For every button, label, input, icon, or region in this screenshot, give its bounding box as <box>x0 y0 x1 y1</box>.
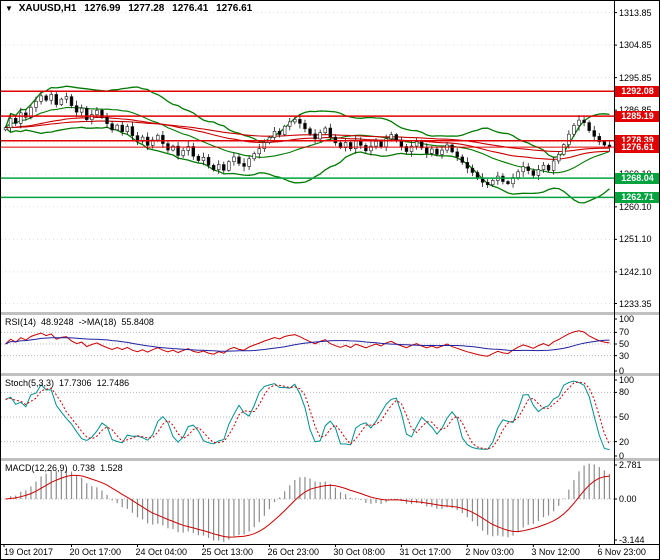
macd-title: MACD(12,26,9) <box>5 463 68 473</box>
moving-averages <box>5 116 610 160</box>
price-axis-tick: 1251.10 <box>619 234 652 245</box>
stoch-axis-tick: 80 <box>619 387 630 398</box>
bollinger-lower-band <box>5 126 610 204</box>
stoch-title: Stoch(5,3,3) <box>5 378 55 388</box>
rsi-ma-line <box>5 337 610 352</box>
rsi-ma-value: 55.8408 <box>121 317 154 327</box>
bollinger-bands <box>4 85 610 204</box>
price-gridlines <box>1 12 614 305</box>
price-axis[interactable]: 1313.851304.851295.851286.851277.851269.… <box>615 1 659 559</box>
time-axis-tick: 26 Oct 23:00 <box>267 547 319 557</box>
time-axis-tick: 2 Nov 03:00 <box>465 547 514 557</box>
stoch-signal-value: 12.7486 <box>96 378 130 388</box>
symbol-dropdown-icon[interactable]: ▼ <box>5 4 13 13</box>
price-tag-resistance: 1285.19 <box>615 110 659 122</box>
rsi-title: RSI(14) <box>5 317 37 327</box>
time-axis-tick: 24 Oct 04:00 <box>135 547 188 557</box>
price-tag-resistance: 1292.08 <box>615 85 659 97</box>
time-axis-tick: 31 Oct 17:00 <box>399 547 451 557</box>
rsi-pane <box>1 330 614 357</box>
rsi-axis-tick: 70 <box>619 327 630 338</box>
price-tag-current: 1276.61 <box>615 141 659 153</box>
stochastic-pane <box>1 380 614 451</box>
stoch-d-line <box>5 381 610 450</box>
ma-50-line <box>5 116 610 160</box>
stoch-axis-tick: 20 <box>619 436 630 447</box>
time-axis-tick: 3 Nov 12:00 <box>531 547 580 557</box>
price-tag-support: 1262.71 <box>615 191 659 203</box>
rsi-line <box>5 330 610 357</box>
price-axis-tick: 1233.35 <box>619 298 652 309</box>
stoch-k-line <box>5 380 610 451</box>
macd-axis-tick: -3.144 <box>619 535 645 545</box>
price-axis-tick: 1304.85 <box>619 40 652 51</box>
candlestick-series <box>3 90 612 189</box>
ohlc-close-value: 1276.61 <box>216 3 253 14</box>
bollinger-middle-band <box>5 106 610 174</box>
macd-axis-tick: 2.781 <box>619 460 642 470</box>
price-axis-tick: 1260.10 <box>619 201 652 212</box>
rsi-axis-tick: 30 <box>619 350 630 361</box>
macd-pane <box>1 463 614 542</box>
time-axis-tick: 19 Oct 2017 <box>4 547 54 557</box>
time-axis-tick: 20 Oct 17:00 <box>69 547 122 557</box>
rsi-axis-tick: 0 <box>619 366 625 376</box>
price-tag-support: 1268.04 <box>615 172 659 184</box>
macd-indicator-label: MACD(12,26,9) 0.738 1.528 <box>5 463 128 473</box>
chart-header: ▼ XAUUSD,H1 1276.99 1277.28 1276.41 1276… <box>5 3 252 14</box>
horizontal-levels <box>1 90 614 199</box>
macd-value: 0.738 <box>72 463 96 473</box>
symbol-timeframe-label: XAUUSD,H1 <box>18 3 77 14</box>
rsi-indicator-label: RSI(14) 48.9248 ->MA(18) 55.8408 <box>5 317 159 327</box>
stoch-value: 17.7306 <box>59 378 92 388</box>
price-axis-tick: 1313.85 <box>619 7 652 18</box>
time-axis-tick: 25 Oct 13:00 <box>201 547 253 557</box>
price-axis-tick: 1242.10 <box>619 266 652 277</box>
stoch-axis-tick: 0 <box>619 451 625 461</box>
rsi-axis-tick: 50 <box>619 339 630 349</box>
price-axis-tick: 1286.85 <box>619 105 652 115</box>
rsi-axis-tick: 100 <box>619 314 635 324</box>
rsi-value: 48.9248 <box>41 317 74 327</box>
price-tag-resistance: 1278.39 <box>615 135 659 147</box>
ohlc-high-value: 1277.28 <box>128 3 165 14</box>
stoch-axis-tick: 50 <box>619 412 630 422</box>
macd-axis-tick: 0.00 <box>619 494 637 505</box>
macd-signal-value: 1.528 <box>100 463 123 473</box>
stoch-indicator-label: Stoch(5,3,3) 17.7306 12.7486 <box>5 378 134 388</box>
macd-signal-line <box>5 474 610 538</box>
price-axis-tick: 1295.85 <box>619 72 652 83</box>
chart-chrome <box>1 1 659 547</box>
time-axis[interactable]: 19 Oct 2017 20 Oct 17:00 24 Oct 04:00 25 Oc… <box>1 546 659 559</box>
time-axis-tick: 6 Nov 23:00 <box>597 547 646 557</box>
time-axis-tick: 30 Oct 08:00 <box>333 547 385 557</box>
ohlc-open-value: 1276.99 <box>84 3 121 14</box>
ohlc-low-value: 1276.41 <box>172 3 209 14</box>
rsi-ma-title: ->MA(18) <box>78 317 117 327</box>
stoch-axis-tick: 100 <box>619 375 635 385</box>
